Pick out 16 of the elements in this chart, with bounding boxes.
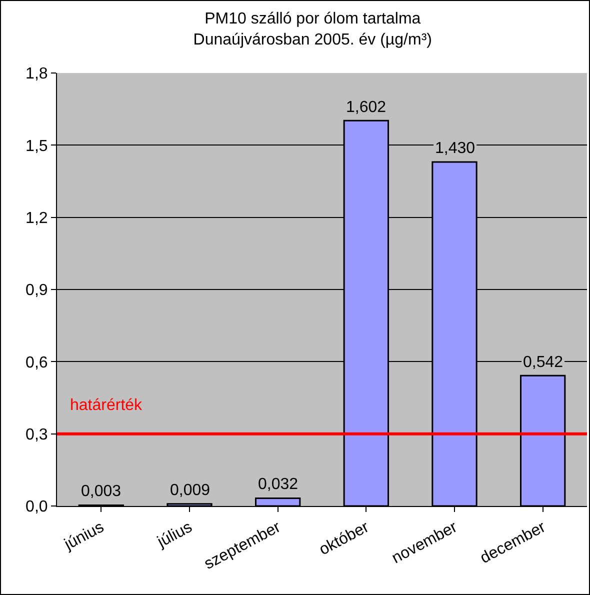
data-label: 0,032: [258, 476, 298, 493]
y-tick-label: 1,5: [26, 138, 48, 155]
ref-line-label: határérték: [70, 397, 144, 414]
chart-title: PM10 szálló por ólom tartalma Dunaújvárosban 2005. év (µg/m³): [193, 10, 432, 48]
data-label: 1,430: [435, 140, 476, 157]
y-tick-label: 1,2: [26, 210, 48, 227]
y-tick-label: 1,8: [26, 66, 48, 83]
y-tick-label: 0,6: [26, 354, 48, 372]
data-label: 0,003: [81, 483, 122, 500]
y-tick-label: 0,3: [26, 426, 48, 444]
data-label: 1,602: [346, 99, 386, 116]
x-tick-label: július: [154, 518, 196, 552]
data-label: 0,542: [523, 354, 564, 371]
y-tick-label: 0,0: [26, 498, 48, 516]
data-label: 0,009: [170, 482, 210, 499]
y-tick-label: 0,9: [26, 282, 48, 300]
